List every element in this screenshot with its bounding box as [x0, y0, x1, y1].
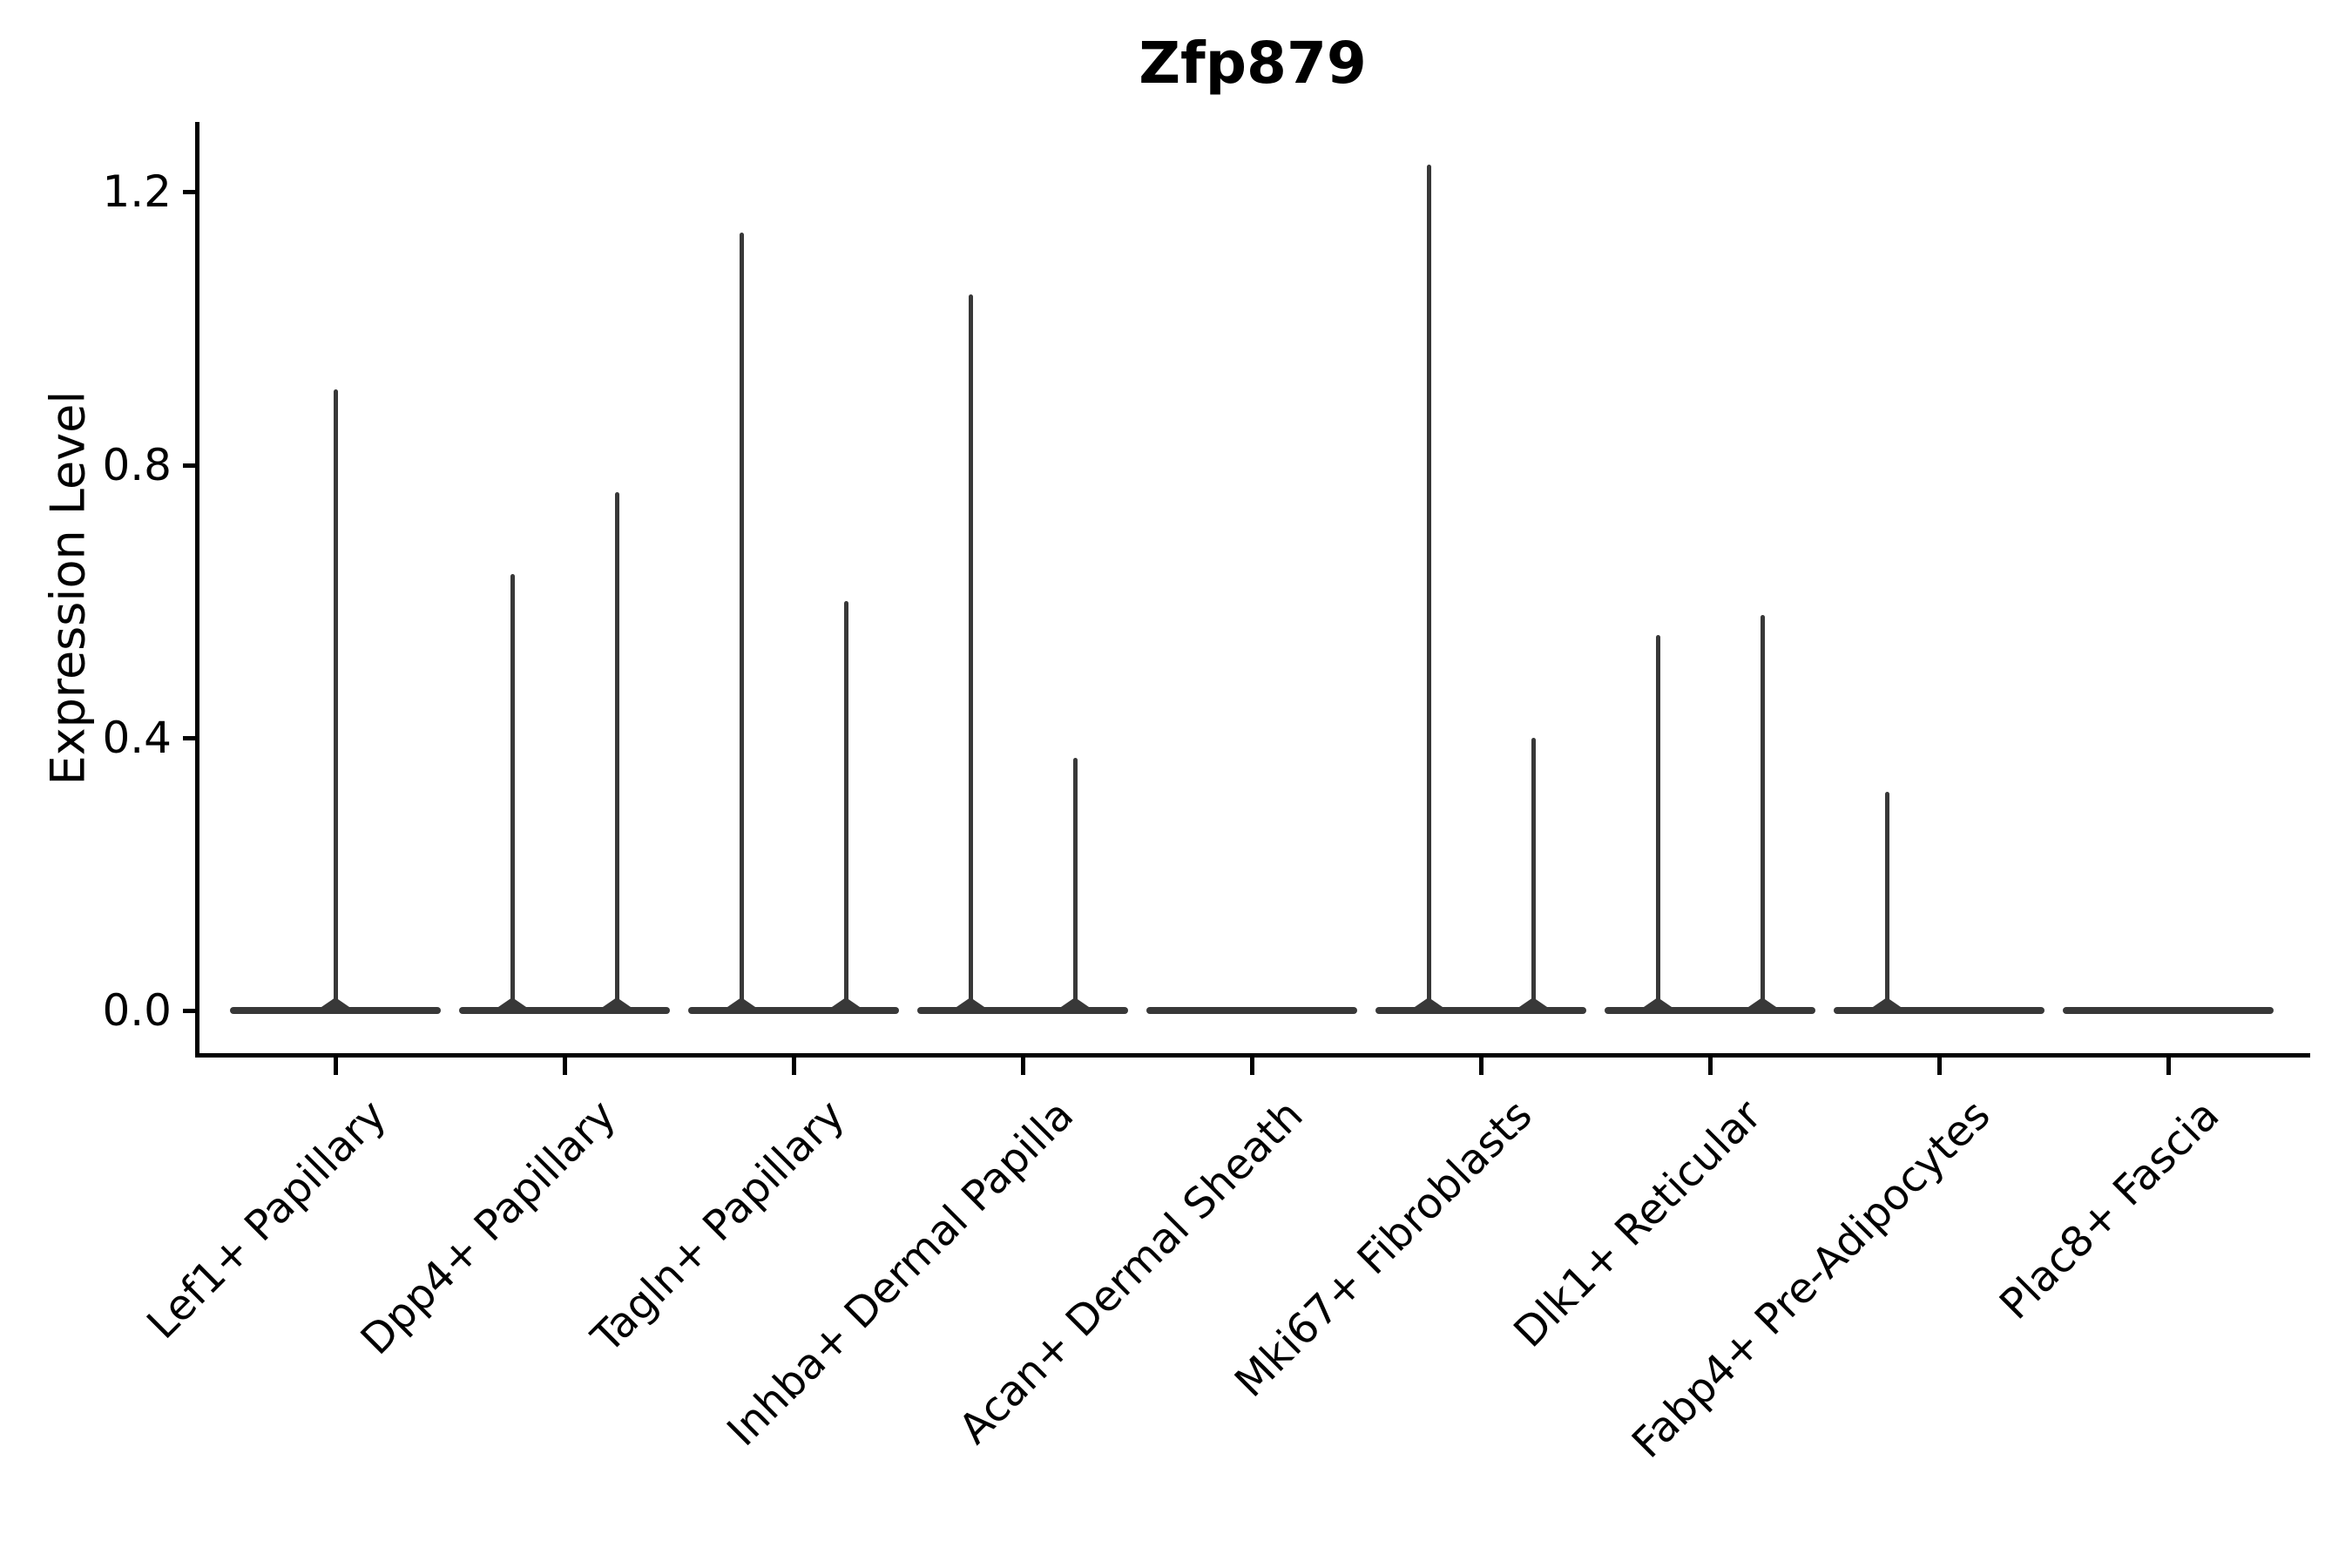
- x-axis-tick: [2166, 1058, 2171, 1075]
- x-tick-label: Dpp4+ Papillary: [351, 1091, 625, 1365]
- violin-body: [230, 1007, 441, 1014]
- violin-tail-spike: [614, 492, 619, 1010]
- y-tick-label: 0.0: [102, 985, 172, 1036]
- x-axis-tick: [1250, 1058, 1254, 1075]
- violin-tail-spike: [1655, 635, 1660, 1010]
- y-axis-tick: [183, 1009, 195, 1013]
- violin-body: [1834, 1007, 2044, 1014]
- x-axis-tick: [563, 1058, 567, 1075]
- x-axis-tick: [334, 1058, 338, 1075]
- x-axis-tick: [1708, 1058, 1713, 1075]
- violin-tail-spike: [333, 389, 338, 1010]
- y-axis-tick: [183, 463, 195, 468]
- y-tick-label: 0.4: [102, 713, 172, 763]
- plot-title: Zfp879: [1139, 30, 1367, 97]
- violin-body: [459, 1007, 670, 1014]
- y-axis-tick: [183, 736, 195, 740]
- x-tick-label: Tagln+ Papillary: [582, 1091, 855, 1362]
- x-tick-label: Lef1+ Papillary: [138, 1091, 396, 1348]
- x-tick-label: Dlk1+ Reticular: [1504, 1091, 1771, 1357]
- violin-body: [1146, 1007, 1357, 1014]
- x-axis-tick: [792, 1058, 796, 1075]
- violin-body: [688, 1007, 899, 1014]
- x-axis-tick: [1021, 1058, 1025, 1075]
- violin-tail-spike: [843, 601, 848, 1010]
- y-tick-label: 0.8: [102, 440, 172, 490]
- violin-tail-spike: [1531, 738, 1536, 1010]
- violin-tail-spike: [1072, 758, 1078, 1010]
- y-axis-tick: [183, 190, 195, 194]
- violin-body: [2063, 1007, 2274, 1014]
- x-axis-tick: [1937, 1058, 1942, 1075]
- violin-tail-spike: [1426, 165, 1431, 1010]
- violin-tail-spike: [739, 233, 744, 1010]
- x-axis-bottom-spine: [195, 1053, 2310, 1058]
- y-axis-left-spine: [195, 122, 199, 1058]
- violin-tail-spike: [1884, 792, 1889, 1010]
- y-tick-label: 1.2: [102, 166, 172, 217]
- violin-tail-spike: [510, 574, 515, 1010]
- x-tick-label: Plac8+ Fascia: [1990, 1091, 2229, 1329]
- violin-body: [1375, 1007, 1586, 1014]
- violin-tail-spike: [1760, 615, 1765, 1010]
- violin-body: [1605, 1007, 1815, 1014]
- y-axis-label: Expression Level: [40, 390, 96, 786]
- violin-body: [917, 1007, 1128, 1014]
- x-axis-tick: [1479, 1058, 1484, 1075]
- violin-tail-spike: [968, 294, 973, 1010]
